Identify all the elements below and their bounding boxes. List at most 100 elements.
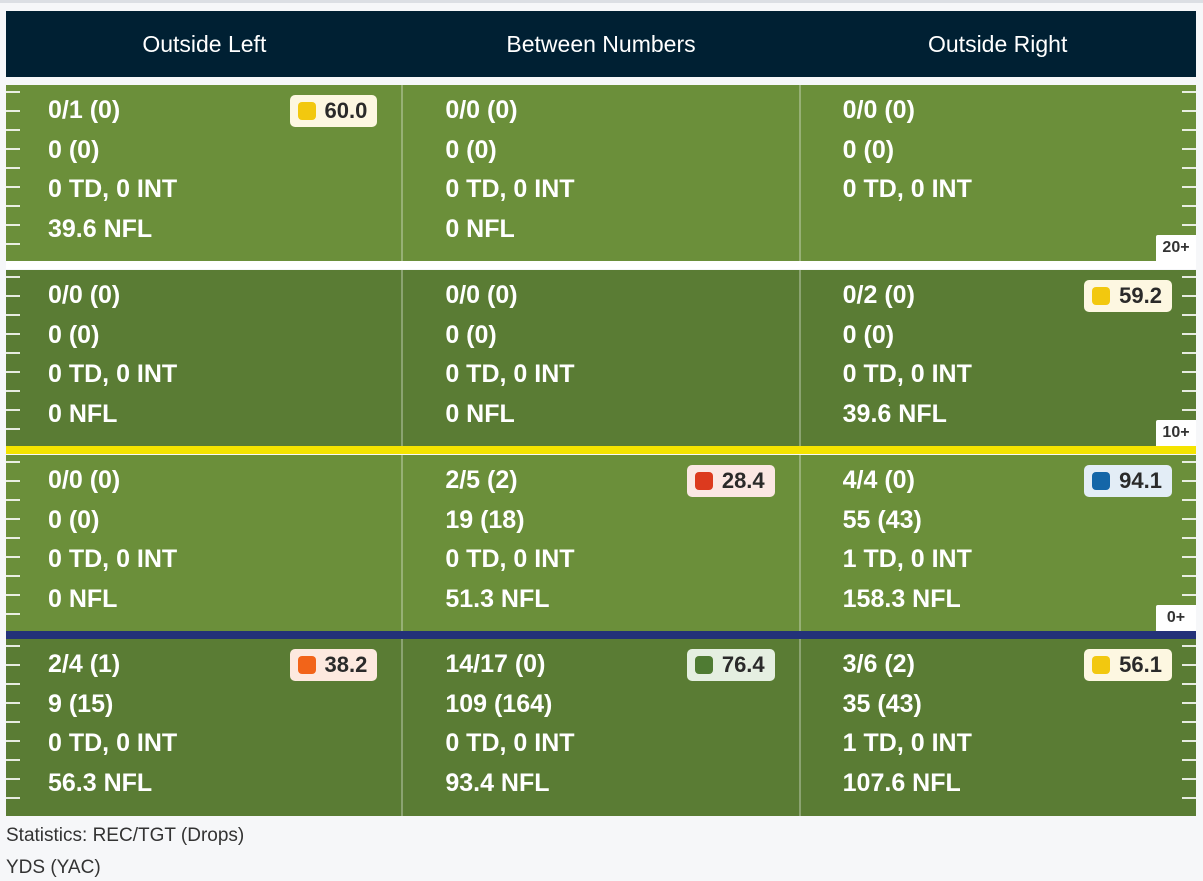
zone-row-2: 0/0 (0) 0 (0) 0 TD, 0 INT 0 NFL 0/0 (0) 0 (0)… [6, 270, 1196, 446]
grade-color-swatch [1092, 287, 1111, 305]
legend-line-yds-yac: YDS (YAC) [6, 857, 101, 878]
yard-line-divider [6, 261, 1196, 269]
hash-tick [1182, 575, 1196, 577]
hash-tick [1182, 333, 1196, 335]
hash-tick [6, 428, 20, 430]
stat-line: 158.3 NFL [842, 584, 961, 613]
passing-zone-field: 0/1 (0) 0 (0) 0 TD, 0 INT 39.6 NFL 60.0 0/0 (… [6, 85, 1196, 816]
grade-color-swatch [1092, 472, 1111, 490]
stat-line: 0/0 (0) [445, 281, 518, 309]
hash-tick [1182, 205, 1196, 207]
stat-line: 55 (43) [842, 505, 922, 534]
zone-cell-outside-right: 0/0 (0) 0 (0) 0 TD, 0 INT [798, 85, 1196, 261]
stat-line: 2/5 (2) [445, 466, 518, 494]
grade-badge: 76.4 [686, 649, 775, 681]
stat-line: 0 TD, 0 INT [445, 729, 575, 757]
grade-color-swatch [694, 656, 713, 674]
zone-cell-outside-right: 3/6 (2) 35 (43) 1 TD, 0 INT 107.6 NFL 56.1 [798, 639, 1196, 816]
hash-tick [1182, 645, 1196, 647]
stat-line: 107.6 NFL [842, 768, 961, 797]
hash-tick [6, 613, 20, 615]
hash-tick [6, 371, 20, 373]
hash-tick [6, 148, 20, 150]
hash-marks-left [6, 639, 20, 816]
yard-line-label: 20+ [1156, 235, 1196, 261]
grade-value: 59.2 [1119, 283, 1162, 308]
zone-cell-outside-left: 2/4 (1) 9 (15) 0 TD, 0 INT 56.3 NFL 38.2 [6, 639, 401, 816]
stat-line: 0 TD, 0 INT [48, 729, 178, 757]
hash-tick [1182, 110, 1196, 112]
hash-tick [6, 740, 20, 742]
grade-value: 28.4 [721, 468, 765, 493]
hash-tick [6, 518, 20, 520]
stat-line: 0/1 (0) [48, 96, 121, 124]
hash-tick [1182, 518, 1196, 520]
stat-line: 0 TD, 0 INT [842, 360, 972, 388]
hash-tick [6, 295, 20, 297]
stat-line: 4/4 (0) [842, 466, 915, 494]
grade-badge: 59.2 [1084, 280, 1172, 312]
grade-value: 56.1 [1119, 652, 1162, 677]
hash-tick [1182, 129, 1196, 131]
column-header-bar: Outside Left Between Numbers Outside Rig… [6, 11, 1196, 77]
stat-line: 39.6 NFL [48, 214, 153, 243]
grade-badge: 56.1 [1084, 649, 1172, 681]
stat-line: 0 TD, 0 INT [48, 545, 178, 573]
zone-cell-outside-left: 0/0 (0) 0 (0) 0 TD, 0 INT 0 NFL [6, 455, 401, 631]
stat-line: 0 (0) [48, 320, 100, 349]
hash-tick [1182, 499, 1196, 501]
hash-marks-left [6, 455, 20, 631]
hash-tick [6, 205, 20, 207]
hash-tick [6, 480, 20, 482]
stat-line: 0 TD, 0 INT [445, 545, 575, 573]
legend-line-rec-tgt: Statistics: REC/TGT (Drops) [6, 825, 245, 846]
header-outside-right: Outside Right [928, 30, 1068, 57]
hash-tick [1182, 186, 1196, 188]
hash-tick [1182, 683, 1196, 685]
hash-tick [1182, 371, 1196, 373]
hash-tick [1182, 295, 1196, 297]
hash-tick [1182, 556, 1196, 558]
stat-line: 0 NFL [48, 584, 118, 613]
stat-line: 0 NFL [445, 399, 515, 428]
stat-line: 3/6 (2) [842, 650, 915, 678]
zone-cell-between-numbers: 0/0 (0) 0 (0) 0 TD, 0 INT 0 NFL [401, 85, 798, 261]
hash-tick [1182, 224, 1196, 226]
zone-cell-between-numbers: 14/17 (0) 109 (164) 0 TD, 0 INT 93.4 NFL 76.… [401, 639, 798, 816]
hash-tick [6, 243, 20, 245]
stat-line: 0 (0) [445, 135, 497, 164]
hash-tick [6, 759, 20, 761]
hash-tick [6, 224, 20, 226]
hash-tick [6, 556, 20, 558]
zone-row-4: 2/4 (1) 9 (15) 0 TD, 0 INT 56.3 NFL 38.2 14/1… [6, 639, 1196, 816]
hash-tick [1182, 409, 1196, 411]
zone-cell-outside-left: 0/0 (0) 0 (0) 0 TD, 0 INT 0 NFL [6, 270, 401, 446]
yard-line-label: 10+ [1156, 420, 1196, 446]
header-outside-left: Outside Left [142, 30, 267, 57]
zone-row-3: 0/0 (0) 0 (0) 0 TD, 0 INT 0 NFL 2/5 (2) 19 (1… [6, 455, 1196, 631]
hash-tick [1182, 91, 1196, 93]
stat-line: 2/4 (1) [48, 650, 121, 678]
hash-tick [1182, 276, 1196, 278]
zone-row-1: 0/1 (0) 0 (0) 0 TD, 0 INT 39.6 NFL 60.0 0/0 (… [6, 85, 1196, 261]
stat-line: 0/2 (0) [842, 281, 915, 309]
stat-line: 0/0 (0) [842, 96, 915, 124]
yard-line-divider [6, 446, 1196, 454]
hash-tick [6, 575, 20, 577]
stat-line: 0 TD, 0 INT [48, 360, 178, 388]
hash-tick [6, 797, 20, 799]
stat-line: 0 (0) [48, 505, 100, 534]
grade-color-swatch [694, 472, 713, 490]
stat-line: 51.3 NFL [445, 584, 550, 613]
stat-line: 35 (43) [842, 689, 922, 718]
grade-value: 38.2 [324, 652, 368, 677]
stat-line: 56.3 NFL [48, 768, 153, 797]
grade-badge: 28.4 [686, 465, 775, 497]
hash-tick [6, 461, 20, 463]
hash-tick [6, 276, 20, 278]
hash-tick [1182, 390, 1196, 392]
grade-color-swatch [297, 656, 316, 674]
hash-tick [6, 314, 20, 316]
hash-tick [6, 499, 20, 501]
hash-marks-left [6, 270, 20, 446]
